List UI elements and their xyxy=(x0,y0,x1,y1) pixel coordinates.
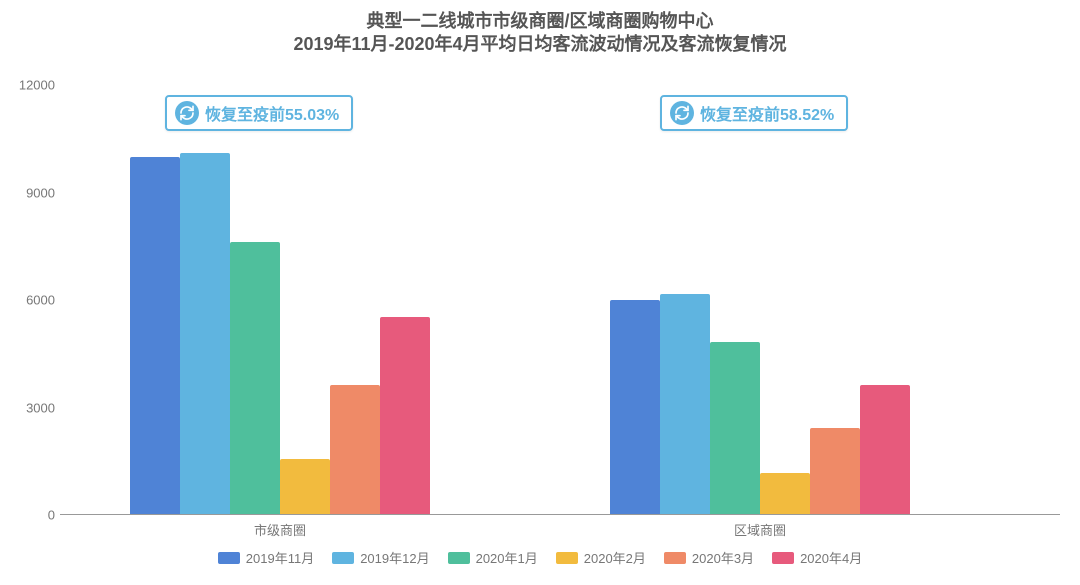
legend-item: 2020年1月 xyxy=(448,548,538,567)
callout-text: 恢复至疫前58.52% xyxy=(700,101,834,125)
bar xyxy=(380,317,430,514)
bar xyxy=(810,428,860,514)
legend-label: 2020年4月 xyxy=(800,548,862,567)
legend-label: 2019年12月 xyxy=(360,548,429,567)
legend-label: 2020年1月 xyxy=(476,548,538,567)
legend-item: 2020年2月 xyxy=(556,548,646,567)
bar xyxy=(130,157,180,515)
title-line-2: 2019年11月-2020年4月平均日均客流波动情况及客流恢复情况 xyxy=(0,33,1080,56)
legend-item: 2020年4月 xyxy=(772,548,862,567)
callout-text: 恢复至疫前55.03% xyxy=(205,101,339,125)
legend-label: 2020年2月 xyxy=(584,548,646,567)
recovery-callout: 恢复至疫前58.52% xyxy=(660,95,848,131)
x-axis-label: 市级商圈 xyxy=(130,520,430,539)
y-tick: 3000 xyxy=(10,400,55,415)
bar xyxy=(180,153,230,514)
refresh-icon xyxy=(175,101,199,125)
bar xyxy=(660,294,710,514)
legend-swatch xyxy=(332,552,354,564)
bar xyxy=(610,300,660,515)
y-tick: 6000 xyxy=(10,293,55,308)
legend-swatch xyxy=(664,552,686,564)
legend-label: 2020年3月 xyxy=(692,548,754,567)
y-tick: 12000 xyxy=(10,78,55,93)
y-tick: 0 xyxy=(10,508,55,523)
y-axis: 030006000900012000 xyxy=(10,85,55,515)
bar xyxy=(710,342,760,514)
legend-swatch xyxy=(772,552,794,564)
y-tick: 9000 xyxy=(10,185,55,200)
legend-label: 2019年11月 xyxy=(246,548,314,567)
chart-area: 030006000900012000 市级商圈区域商圈 xyxy=(60,85,1060,515)
bar xyxy=(760,473,810,514)
chart-title: 典型一二线城市市级商圈/区域商圈购物中心 2019年11月-2020年4月平均日… xyxy=(0,0,1080,57)
legend: 2019年11月 2019年12月 2020年1月 2020年2月 2020年3月 202… xyxy=(0,548,1080,567)
bar xyxy=(860,385,910,514)
bar xyxy=(330,385,380,514)
x-axis-label: 区域商圈 xyxy=(610,520,910,539)
bar-group: 区域商圈 xyxy=(610,85,990,514)
recovery-callout: 恢复至疫前55.03% xyxy=(165,95,353,131)
legend-swatch xyxy=(556,552,578,564)
bar xyxy=(280,459,330,514)
title-line-1: 典型一二线城市市级商圈/区域商圈购物中心 xyxy=(0,10,1080,33)
bar-group: 市级商圈 xyxy=(130,85,510,514)
bar xyxy=(230,242,280,514)
refresh-icon xyxy=(670,101,694,125)
legend-swatch xyxy=(448,552,470,564)
legend-item: 2019年11月 xyxy=(218,548,314,567)
legend-item: 2019年12月 xyxy=(332,548,429,567)
legend-swatch xyxy=(218,552,240,564)
plot-area: 市级商圈区域商圈 xyxy=(60,85,1060,515)
legend-item: 2020年3月 xyxy=(664,548,754,567)
